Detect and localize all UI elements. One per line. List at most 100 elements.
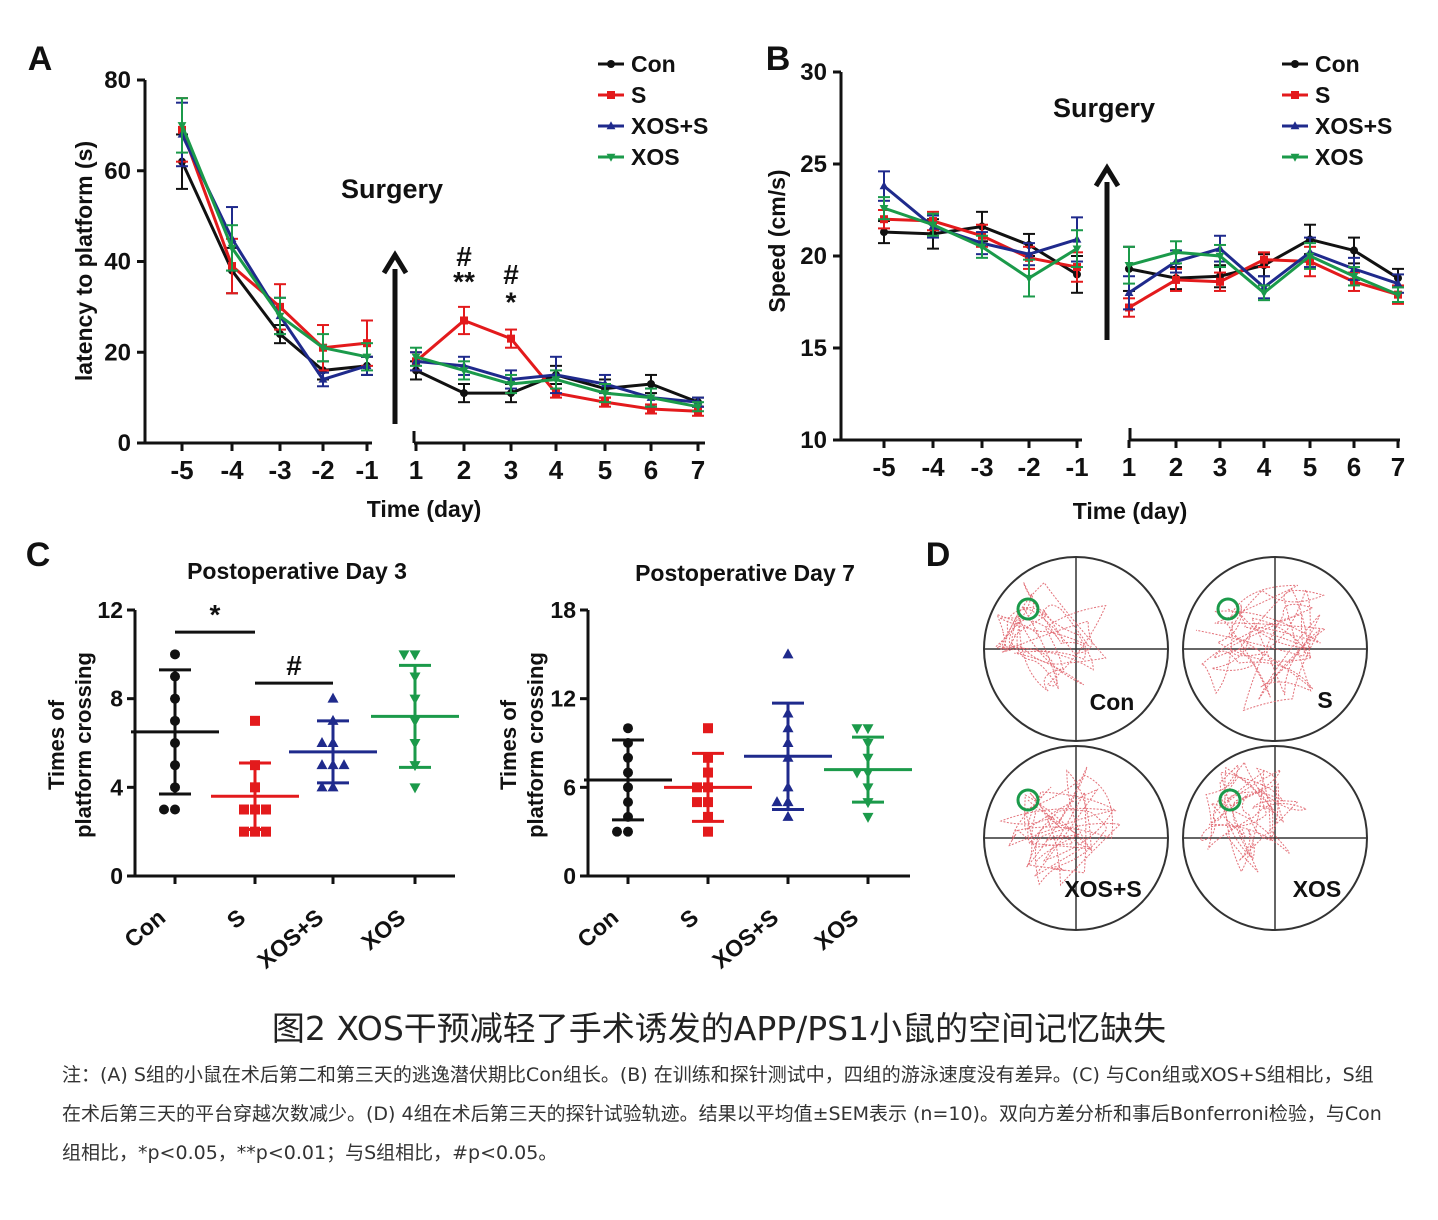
swim-path [1200,760,1308,873]
x-tick-label: XOS+S [252,904,328,974]
data-point [692,797,702,808]
data-point [261,804,271,815]
y-axis-label: platform crossing [71,652,96,838]
water-maze-s: S [1182,556,1368,742]
data-point [928,221,938,230]
group-xos-s: XOS+S [707,648,832,974]
arrow-head [381,250,409,275]
panel-letter: D [926,536,951,574]
data-point [879,181,889,190]
data-point [1215,252,1225,261]
legend-entry: XOS [598,144,680,170]
data-point [239,804,249,815]
x-tick-label: 2 [457,455,471,485]
surgery-arrow [1093,163,1121,340]
x-tick-label: -3 [268,455,291,485]
data-point [362,353,372,362]
significance-mark: # [456,241,472,272]
legend-label: XOS [1315,144,1364,170]
data-point [250,715,260,726]
chart-title: Postoperative Day 7 [635,560,855,586]
series-xos [176,97,704,413]
panel-letter: A [28,40,53,78]
data-point [551,376,561,385]
group-s: S [211,715,299,934]
group-xos: XOS [356,650,459,955]
data-point [409,650,421,661]
legend-entry: XOS+S [1282,113,1392,139]
data-point [647,380,655,389]
significance-mark: ** [453,266,475,297]
legend-marker [1290,153,1300,162]
data-point [507,334,515,343]
y-tick-label: 0 [563,863,576,889]
data-point [782,648,794,659]
y-tick-label: 4 [110,774,123,800]
y-tick-label: 8 [110,686,123,712]
data-point [1216,277,1224,286]
water-maze-con: Con [983,556,1169,742]
data-point [703,723,713,734]
legend-label: Con [631,51,676,77]
legend-marker [1290,121,1300,130]
water-maze-xos-s: XOS+S [983,745,1169,931]
x-tick-label: 5 [598,455,612,485]
data-point [851,724,863,735]
panel-letter: B [766,40,791,78]
y-tick-label: 40 [104,249,131,276]
y-tick-label: 12 [550,686,576,712]
significance-mark: * [506,286,517,317]
data-point [771,796,783,807]
x-tick-label: 4 [549,455,564,485]
platform-marker [1016,788,1040,812]
data-point [316,737,328,747]
data-point [318,374,328,383]
significance-mark: # [503,259,519,290]
data-point [1124,262,1134,270]
y-tick-label: 18 [550,597,576,623]
y-tick-label: 20 [800,243,827,270]
x-tick-label: 7 [691,455,705,485]
data-point [338,759,350,770]
y-tick-label: 12 [97,597,123,623]
group-s: S [664,723,752,934]
chart-title: Postoperative Day 3 [187,558,407,584]
data-point [1124,288,1134,296]
significance-mark: * [210,599,221,630]
y-tick-label: 6 [563,774,576,800]
data-point [409,783,421,794]
data-point [327,781,339,792]
legend-label: XOS [631,144,680,170]
data-point [1393,291,1403,300]
y-tick-label: 30 [800,59,827,86]
platform-marker [1218,788,1242,812]
data-point [411,353,421,362]
swim-path [1195,584,1327,712]
panel-c-day3-chart: C Postoperative Day 3 0 4 8 12 Times of platfor… [26,536,459,974]
platform-marker [1216,597,1240,621]
x-tick-label: XOS+S [707,904,783,974]
group-label: XOS+S [1064,876,1141,902]
y-axis-label: Times of [44,699,69,790]
data-point [1171,249,1181,258]
legend-marker [606,153,616,162]
series-xos-s [176,101,704,408]
data-point [1260,255,1268,264]
data-point [460,389,468,398]
legend-entry: S [598,82,646,108]
data-point [170,649,180,660]
data-point [398,650,410,661]
data-point [1024,249,1034,258]
surgery-arrow [381,250,409,424]
swim-path [994,581,1107,692]
data-point [460,316,468,325]
legend-label: XOS+S [1315,113,1392,139]
x-tick-label: 5 [1303,452,1317,482]
y-tick-label: 0 [118,430,131,457]
data-point [177,122,187,131]
y-tick-label: 80 [104,67,131,94]
legend-entry: XOS [1282,144,1364,170]
data-point [1305,252,1315,261]
data-point [693,403,703,412]
y-tick-label: 60 [104,158,131,185]
